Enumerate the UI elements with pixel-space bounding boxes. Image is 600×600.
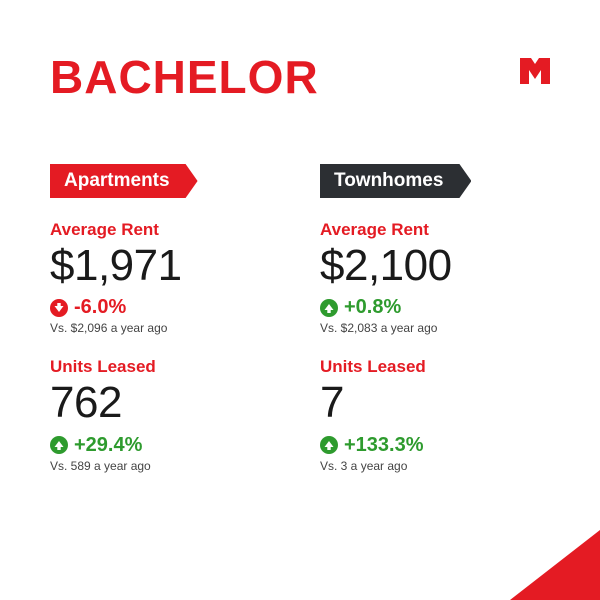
arrow-up-icon xyxy=(320,436,338,454)
units-change-pct: +29.4% xyxy=(74,434,142,457)
arrow-down-icon xyxy=(50,299,68,317)
arrow-up-icon xyxy=(50,436,68,454)
rent-change: +0.8% xyxy=(320,296,550,319)
corner-decoration xyxy=(510,530,600,600)
rent-value: $2,100 xyxy=(320,242,550,290)
page-title: BACHELOR xyxy=(50,50,319,104)
units-change: +133.3% xyxy=(320,434,550,457)
rent-change-pct: -6.0% xyxy=(74,296,126,319)
units-value: 7 xyxy=(320,379,550,427)
units-value: 762 xyxy=(50,379,280,427)
units-vs-text: Vs. 589 a year ago xyxy=(50,459,280,473)
tab-apartments: Apartments xyxy=(50,164,198,198)
column-townhomes: Townhomes Average Rent $2,100 +0.8% Vs. … xyxy=(320,164,550,473)
units-vs-text: Vs. 3 a year ago xyxy=(320,459,550,473)
column-apartments: Apartments Average Rent $1,971 -6.0% Vs.… xyxy=(50,164,280,473)
rent-label: Average Rent xyxy=(320,220,550,240)
rent-vs-text: Vs. $2,083 a year ago xyxy=(320,321,550,335)
units-change-pct: +133.3% xyxy=(344,434,424,457)
rent-change-pct: +0.8% xyxy=(344,296,401,319)
units-change: +29.4% xyxy=(50,434,280,457)
units-label: Units Leased xyxy=(320,357,550,377)
units-label: Units Leased xyxy=(50,357,280,377)
stats-columns: Apartments Average Rent $1,971 -6.0% Vs.… xyxy=(0,104,600,473)
rent-value: $1,971 xyxy=(50,242,280,290)
rent-label: Average Rent xyxy=(50,220,280,240)
rent-vs-text: Vs. $2,096 a year ago xyxy=(50,321,280,335)
arrow-up-icon xyxy=(320,299,338,317)
rent-change: -6.0% xyxy=(50,296,280,319)
brand-logo-icon xyxy=(520,58,550,84)
tab-townhomes: Townhomes xyxy=(320,164,471,198)
